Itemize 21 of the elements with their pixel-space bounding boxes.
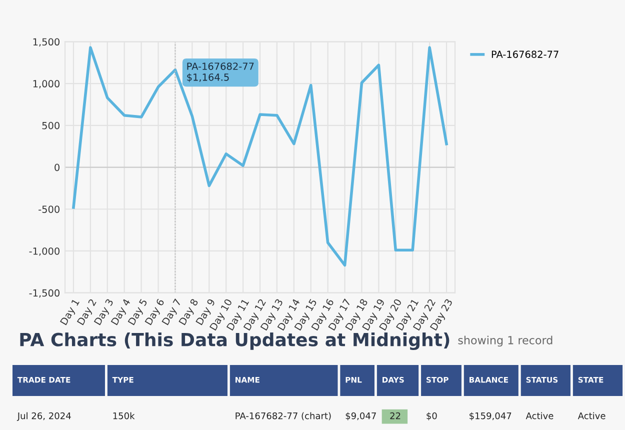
y-tick-label: 1,000 xyxy=(33,80,60,88)
text: Active xyxy=(526,412,554,420)
text: 22 xyxy=(390,412,400,420)
text: PA Charts (This Data Updates at Midnight) xyxy=(20,332,450,350)
text: PA-167682-77 (chart) xyxy=(236,412,331,420)
y-tick-label: -1,500 xyxy=(29,289,60,298)
line-series xyxy=(72,46,448,267)
y-tick-label: 500 xyxy=(42,122,60,130)
text: showing 1 record xyxy=(458,336,552,347)
y-tick-label: 1,500 xyxy=(33,38,60,47)
text: 150k xyxy=(113,412,135,420)
text: $159,047 xyxy=(470,412,512,420)
text: $0 xyxy=(426,412,437,420)
text: $9,047 xyxy=(346,412,376,420)
y-tick-label: -500 xyxy=(38,206,60,213)
y-tick-label: -1,000 xyxy=(29,247,60,256)
annotation: PA-167682-77 $1,164.5 xyxy=(187,62,254,82)
text: Active xyxy=(578,412,606,420)
legend-label: PA-167682-77 xyxy=(492,50,558,58)
y-tick-label: 0 xyxy=(54,164,60,172)
text: Jul 26, 2024 xyxy=(16,412,71,421)
